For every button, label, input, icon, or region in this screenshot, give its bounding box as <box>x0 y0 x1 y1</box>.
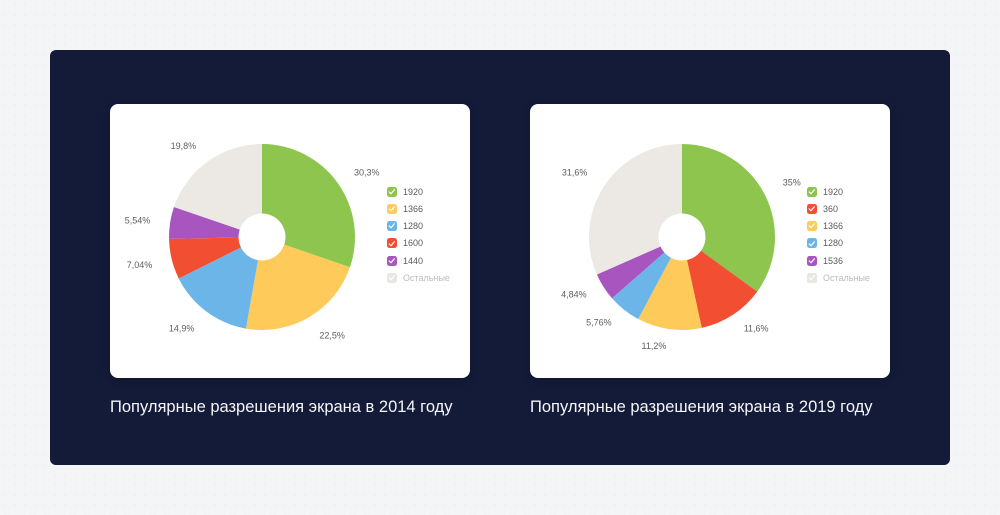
svg-text:11,2%: 11,2% <box>642 341 667 351</box>
svg-text:30,3%: 30,3% <box>354 167 380 177</box>
svg-text:19,8%: 19,8% <box>171 141 197 151</box>
svg-text:11,6%: 11,6% <box>744 324 769 334</box>
svg-text:5,76%: 5,76% <box>586 318 612 328</box>
svg-text:14,9%: 14,9% <box>169 324 195 334</box>
svg-text:7,04%: 7,04% <box>127 260 153 270</box>
svg-text:4,84%: 4,84% <box>561 290 587 300</box>
svg-text:31,6%: 31,6% <box>562 167 588 177</box>
svg-text:35%: 35% <box>783 178 801 188</box>
svg-text:5,54%: 5,54% <box>125 216 151 226</box>
svg-text:22,5%: 22,5% <box>319 330 345 340</box>
